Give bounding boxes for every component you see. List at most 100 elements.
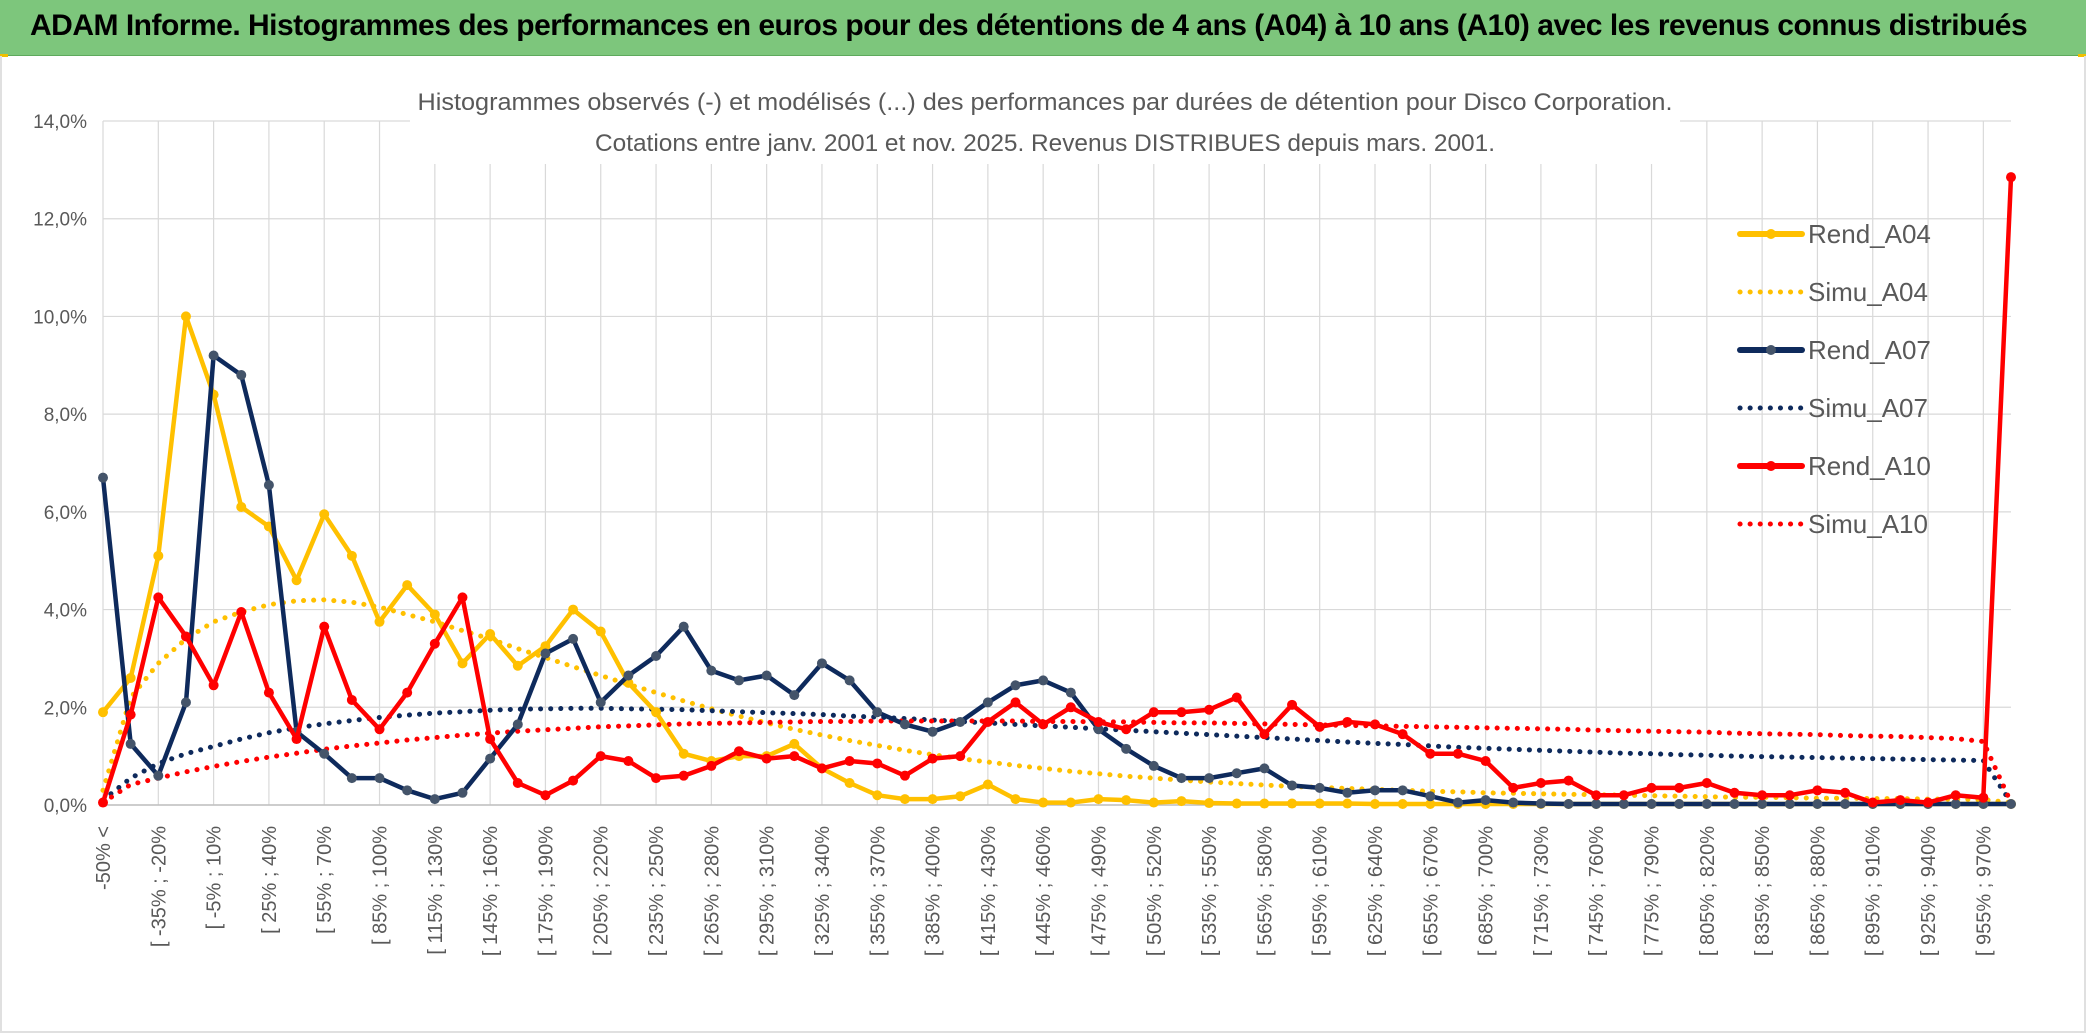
data-point-rend-a10 bbox=[1259, 729, 1270, 740]
data-point-rend-a07 bbox=[734, 675, 744, 686]
data-point-rend-a07 bbox=[1701, 799, 1712, 810]
data-point-rend-a04 bbox=[1010, 794, 1021, 805]
data-point-rend-a07 bbox=[1121, 743, 1132, 754]
y-tick-label: 2,0% bbox=[44, 698, 87, 719]
x-tick-label: [ 595% ; 610% bbox=[1310, 826, 1332, 956]
data-point-rend-a04 bbox=[1148, 797, 1159, 808]
data-point-rend-a07 bbox=[1452, 797, 1463, 808]
data-point-rend-a04 bbox=[98, 707, 108, 718]
data-point-rend-a07 bbox=[706, 665, 717, 676]
data-point-rend-a10 bbox=[236, 607, 247, 618]
chart-title: Histogrammes observés (-) et modélisés (… bbox=[418, 89, 1673, 116]
x-tick-label: [ 715% ; 730% bbox=[1531, 826, 1553, 956]
y-tick-label: 0,0% bbox=[44, 796, 87, 817]
legend-label: Rend_A04 bbox=[1808, 219, 1931, 249]
data-point-rend-a10 bbox=[1812, 785, 1823, 796]
data-point-rend-a10 bbox=[125, 709, 136, 720]
data-point-rend-a04 bbox=[1397, 799, 1408, 810]
series-line-rend-a04 bbox=[100, 314, 2014, 807]
chart-title-background bbox=[410, 82, 1680, 164]
x-tick-label: [ 325% ; 340% bbox=[812, 826, 834, 956]
data-point-rend-a07 bbox=[540, 648, 551, 659]
data-point-rend-a07 bbox=[955, 716, 966, 727]
data-point-rend-a10 bbox=[2006, 172, 2016, 183]
data-point-rend-a10 bbox=[1452, 748, 1463, 759]
data-point-rend-a10 bbox=[180, 631, 191, 642]
data-point-rend-a04 bbox=[291, 575, 302, 586]
data-point-rend-a10 bbox=[1204, 704, 1215, 715]
data-point-rend-a04 bbox=[125, 672, 136, 683]
data-point-rend-a10 bbox=[1618, 790, 1629, 801]
data-point-rend-a07 bbox=[402, 785, 413, 796]
data-point-rend-a04 bbox=[457, 658, 468, 669]
data-point-rend-a10 bbox=[291, 734, 302, 745]
data-point-rend-a10 bbox=[1121, 724, 1132, 735]
x-tick-label: [ 865% ; 880% bbox=[1807, 826, 1829, 956]
data-point-rend-a07 bbox=[236, 370, 247, 381]
data-point-rend-a10 bbox=[816, 763, 827, 774]
data-point-rend-a10 bbox=[678, 770, 689, 781]
data-point-rend-a10 bbox=[1701, 778, 1712, 789]
data-point-rend-a10 bbox=[346, 694, 357, 705]
data-point-rend-a07 bbox=[789, 690, 800, 701]
data-point-rend-a10 bbox=[374, 724, 385, 735]
data-point-rend-a07 bbox=[844, 675, 855, 686]
data-point-rend-a07 bbox=[651, 650, 662, 661]
y-tick-label: 6,0% bbox=[44, 503, 87, 524]
data-point-rend-a04 bbox=[180, 311, 191, 322]
data-point-rend-a10 bbox=[844, 756, 855, 767]
data-point-rend-a07 bbox=[1508, 797, 1519, 808]
x-tick-label: [ 355% ; 370% bbox=[867, 826, 889, 956]
data-point-rend-a04 bbox=[955, 791, 966, 802]
data-point-rend-a07 bbox=[1287, 780, 1298, 791]
data-point-rend-a10 bbox=[651, 773, 662, 784]
data-point-rend-a07 bbox=[899, 719, 910, 730]
x-tick-label: [ 175% ; 190% bbox=[535, 826, 557, 956]
data-point-rend-a04 bbox=[789, 738, 800, 749]
x-tick-label: [ 445% ; 460% bbox=[1033, 826, 1055, 956]
data-point-rend-a07 bbox=[125, 738, 136, 749]
data-point-rend-a04 bbox=[1287, 798, 1298, 809]
legend: Rend_A04 Simu_A04 Rend_A07 Simu_A07 Rend_A10… bbox=[1737, 219, 1931, 539]
data-point-rend-a07 bbox=[98, 472, 108, 483]
data-point-rend-a07 bbox=[1950, 799, 1961, 810]
data-point-rend-a10 bbox=[1784, 790, 1795, 801]
data-point-rend-a10 bbox=[595, 751, 606, 762]
data-point-rend-a04 bbox=[540, 641, 551, 652]
x-tick-label: [ -5% ; 10% bbox=[204, 826, 226, 930]
data-point-rend-a07 bbox=[2006, 799, 2016, 810]
data-point-rend-a07 bbox=[1480, 795, 1491, 806]
data-point-rend-a07 bbox=[1840, 799, 1851, 810]
series-line-simu-a07 bbox=[100, 705, 2014, 806]
data-point-rend-a10 bbox=[1674, 782, 1685, 793]
data-point-rend-a10 bbox=[899, 770, 910, 781]
x-tick-label: [ 205% ; 220% bbox=[591, 826, 613, 956]
data-point-rend-a04 bbox=[485, 629, 496, 639]
data-point-rend-a10 bbox=[98, 797, 108, 808]
data-point-rend-a04 bbox=[1176, 796, 1187, 807]
grid bbox=[102, 120, 2011, 806]
x-tick-label: [ 145% ; 160% bbox=[480, 826, 502, 956]
data-point-rend-a07 bbox=[1342, 787, 1353, 798]
x-tick-label: [ 685% ; 700% bbox=[1476, 826, 1498, 956]
legend-label: Rend_A07 bbox=[1808, 335, 1931, 365]
data-point-rend-a10 bbox=[927, 753, 938, 764]
x-tick-label: [ 235% ; 250% bbox=[646, 826, 668, 956]
data-point-rend-a10 bbox=[955, 751, 966, 762]
x-tick-label: [ 535% ; 550% bbox=[1199, 826, 1221, 956]
data-point-rend-a04 bbox=[1204, 798, 1215, 809]
data-point-rend-a10 bbox=[1757, 790, 1768, 801]
x-tick-label: [ 655% ; 670% bbox=[1420, 826, 1442, 956]
data-point-rend-a04 bbox=[429, 609, 440, 620]
data-point-rend-a07 bbox=[1231, 768, 1242, 779]
data-point-rend-a10 bbox=[1591, 790, 1602, 801]
data-point-rend-a10 bbox=[568, 775, 579, 786]
legend-label: Rend_A10 bbox=[1808, 451, 1931, 481]
data-point-rend-a07 bbox=[1563, 799, 1574, 810]
data-point-rend-a04 bbox=[402, 580, 413, 591]
data-point-rend-a07 bbox=[1425, 791, 1436, 802]
data-point-rend-a10 bbox=[1480, 756, 1491, 767]
data-point-rend-a04 bbox=[1093, 794, 1104, 805]
x-tick-label: [ 55% ; 70% bbox=[314, 826, 336, 934]
data-point-rend-a04 bbox=[899, 794, 910, 805]
